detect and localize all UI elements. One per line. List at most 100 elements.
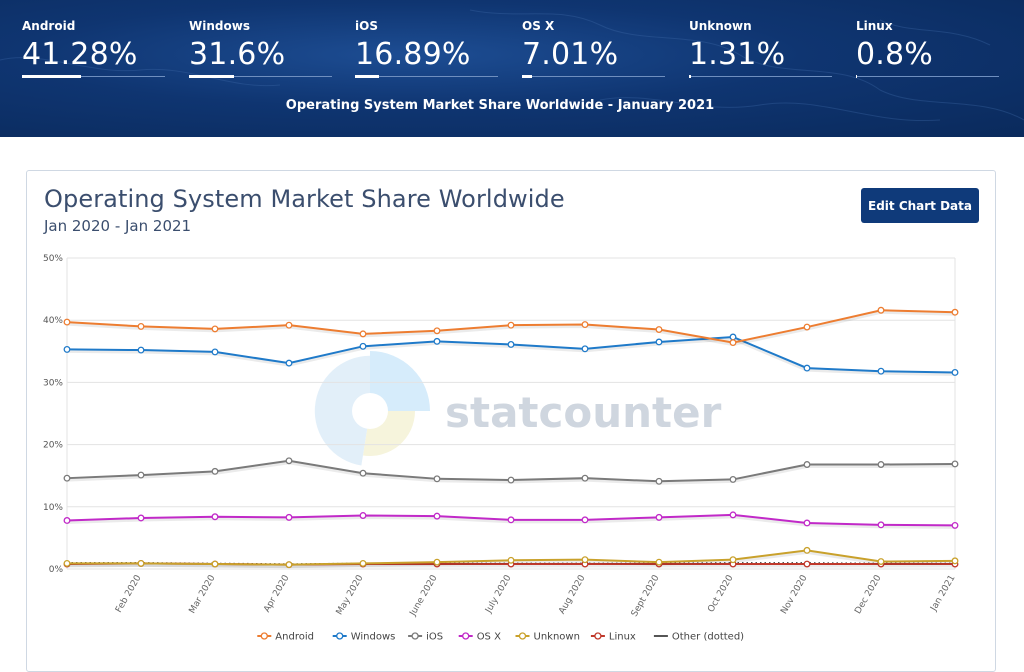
legend-item[interactable]: Windows xyxy=(332,632,396,643)
data-point[interactable] xyxy=(211,513,219,521)
data-point[interactable] xyxy=(285,513,293,521)
legend-item[interactable]: Linux xyxy=(590,632,636,643)
stat-share-fill xyxy=(355,75,380,78)
data-point[interactable] xyxy=(803,519,811,527)
data-point[interactable] xyxy=(63,559,71,567)
legend-item[interactable]: Android xyxy=(257,632,314,643)
data-point[interactable] xyxy=(211,325,219,333)
data-point[interactable] xyxy=(137,514,145,522)
legend-item[interactable]: Unknown xyxy=(515,632,580,643)
data-point[interactable] xyxy=(581,516,589,524)
data-point[interactable] xyxy=(729,511,737,519)
stat-ios: iOS 16.89% xyxy=(355,18,498,78)
data-point[interactable] xyxy=(507,476,515,484)
data-point[interactable] xyxy=(285,561,293,569)
data-point[interactable] xyxy=(507,556,515,564)
data-point[interactable] xyxy=(655,326,663,333)
data-point[interactable] xyxy=(951,460,959,468)
x-tick-label: Sept 2020 xyxy=(630,573,662,618)
data-point[interactable] xyxy=(877,521,885,529)
stat-share-fill xyxy=(856,75,858,78)
data-point[interactable] xyxy=(877,306,885,314)
data-point[interactable] xyxy=(433,327,441,335)
watermark-text: statcounter xyxy=(445,388,722,437)
data-point[interactable] xyxy=(63,474,71,482)
data-point[interactable] xyxy=(803,560,811,568)
stat-share-bar xyxy=(689,75,832,78)
data-point[interactable] xyxy=(655,477,663,485)
data-point[interactable] xyxy=(211,467,219,475)
data-point[interactable] xyxy=(137,322,145,330)
data-point[interactable] xyxy=(877,367,885,375)
data-point[interactable] xyxy=(211,348,219,356)
watermark-wedge xyxy=(314,355,370,466)
data-point[interactable] xyxy=(433,475,441,483)
legend-label: OS X xyxy=(477,632,501,643)
data-point[interactable] xyxy=(803,364,811,372)
data-point[interactable] xyxy=(951,308,959,316)
data-point[interactable] xyxy=(359,559,367,567)
world-map-decoration xyxy=(0,9,1024,122)
data-point[interactable] xyxy=(211,560,219,568)
data-point[interactable] xyxy=(951,521,959,529)
data-point[interactable] xyxy=(63,318,71,326)
data-point[interactable] xyxy=(729,333,737,341)
data-point[interactable] xyxy=(655,338,663,346)
data-point[interactable] xyxy=(581,321,589,329)
legend-label: Unknown xyxy=(534,632,580,643)
data-point[interactable] xyxy=(877,558,885,565)
stat-unknown: Unknown 1.31% xyxy=(689,18,832,78)
legend-label: Android xyxy=(275,632,314,643)
data-point[interactable] xyxy=(285,321,293,329)
data-point[interactable] xyxy=(951,368,959,376)
data-point[interactable] xyxy=(655,513,663,521)
legend-item[interactable]: Other (dotted) xyxy=(653,632,744,643)
data-point[interactable] xyxy=(359,330,367,338)
data-point[interactable] xyxy=(581,474,589,482)
y-axis-ticks: 0% 10% 20% 30% 40% 50% xyxy=(43,254,63,575)
data-point[interactable] xyxy=(137,471,145,479)
data-point[interactable] xyxy=(729,339,737,347)
data-point[interactable] xyxy=(433,337,441,345)
legend-swatch-marker xyxy=(462,632,470,640)
data-point[interactable] xyxy=(655,558,663,566)
stat-share-fill xyxy=(189,75,235,78)
data-point[interactable] xyxy=(581,556,589,564)
legend-label: Windows xyxy=(351,632,396,643)
data-point[interactable] xyxy=(803,323,811,331)
data-point[interactable] xyxy=(137,346,145,354)
data-point[interactable] xyxy=(729,475,737,483)
data-point[interactable] xyxy=(63,345,71,353)
data-point[interactable] xyxy=(63,517,71,524)
data-point[interactable] xyxy=(507,321,515,329)
data-point[interactable] xyxy=(803,461,811,468)
x-tick-label: May 2020 xyxy=(335,573,366,617)
legend-item[interactable]: OS X xyxy=(458,632,501,643)
data-point[interactable] xyxy=(285,457,293,465)
chart-title: Operating System Market Share Worldwide xyxy=(44,185,565,213)
data-point[interactable] xyxy=(507,516,515,524)
data-point[interactable] xyxy=(137,559,145,567)
data-point[interactable] xyxy=(359,342,367,350)
data-point[interactable] xyxy=(581,345,589,353)
legend-swatch-marker xyxy=(594,632,602,640)
stat-value: 41.28% xyxy=(22,37,138,72)
data-point[interactable] xyxy=(359,469,367,477)
data-point[interactable] xyxy=(877,461,885,468)
data-point[interactable] xyxy=(803,546,811,554)
y-tick-label: 40% xyxy=(43,316,63,326)
legend-item[interactable]: iOS xyxy=(408,632,443,643)
data-point[interactable] xyxy=(285,359,293,367)
stat-share-bar xyxy=(355,75,498,78)
header-caption: Operating System Market Share Worldwide … xyxy=(285,98,715,113)
data-point[interactable] xyxy=(433,558,441,566)
data-point[interactable] xyxy=(951,557,959,565)
data-point[interactable] xyxy=(729,556,737,564)
data-point[interactable] xyxy=(507,341,515,348)
edit-chart-data-button[interactable]: Edit Chart Data xyxy=(861,188,979,223)
data-point[interactable] xyxy=(433,512,441,520)
data-point[interactable] xyxy=(359,512,367,519)
x-tick-label: Apr 2020 xyxy=(262,573,291,614)
x-tick-label: Jan 2021 xyxy=(929,574,958,614)
stat-label: iOS xyxy=(355,19,378,33)
